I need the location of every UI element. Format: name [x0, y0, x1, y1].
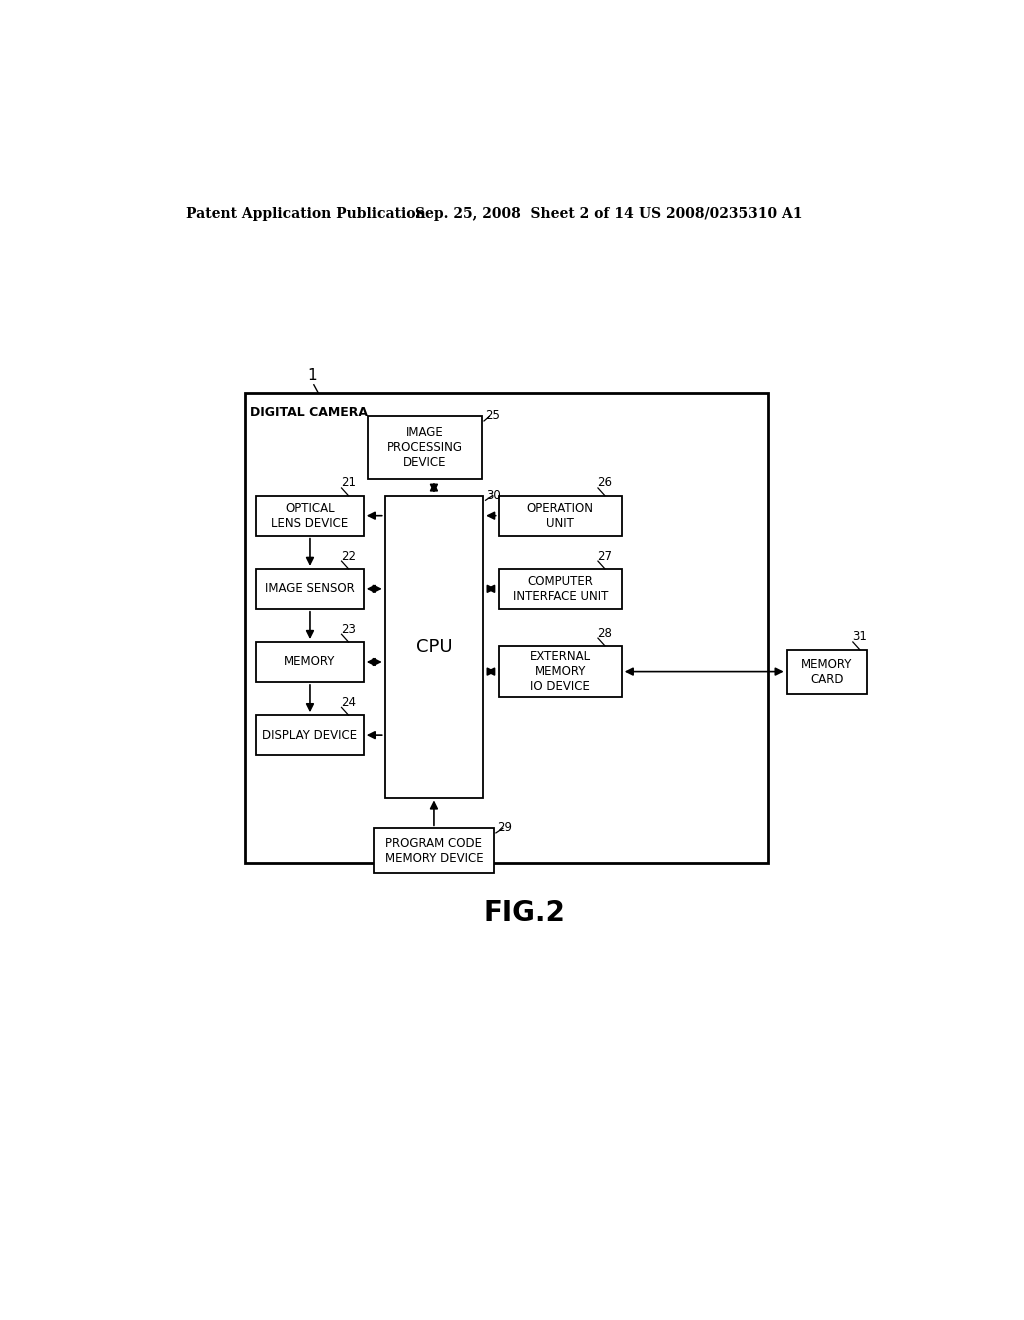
Bar	[499, 496, 622, 536]
Bar	[245, 393, 768, 863]
Text: IMAGE
PROCESSING
DEVICE: IMAGE PROCESSING DEVICE	[387, 426, 463, 470]
Text: 31: 31	[852, 631, 867, 643]
Text: 25: 25	[484, 409, 500, 422]
Bar	[256, 496, 364, 536]
Text: IMAGE SENSOR: IMAGE SENSOR	[265, 582, 355, 595]
Bar	[786, 649, 867, 693]
Text: 21: 21	[341, 477, 355, 490]
Text: EXTERNAL
MEMORY
IO DEVICE: EXTERNAL MEMORY IO DEVICE	[529, 651, 591, 693]
Text: PROGRAM CODE
MEMORY DEVICE: PROGRAM CODE MEMORY DEVICE	[385, 837, 483, 865]
Text: US 2008/0235310 A1: US 2008/0235310 A1	[639, 207, 802, 220]
Bar	[499, 569, 622, 609]
Text: 24: 24	[341, 696, 355, 709]
Bar	[499, 645, 622, 697]
Text: 23: 23	[341, 623, 355, 636]
Text: MEMORY
CARD: MEMORY CARD	[802, 657, 853, 685]
Text: DISPLAY DEVICE: DISPLAY DEVICE	[262, 729, 357, 742]
Bar	[256, 642, 364, 682]
Text: 26: 26	[597, 477, 612, 490]
Text: DIGITAL CAMERA: DIGITAL CAMERA	[250, 405, 368, 418]
Text: OPTICAL
LENS DEVICE: OPTICAL LENS DEVICE	[271, 502, 348, 529]
Text: Patent Application Publication: Patent Application Publication	[186, 207, 426, 220]
Bar	[256, 715, 364, 755]
Text: 29: 29	[497, 821, 512, 834]
Text: MEMORY: MEMORY	[285, 656, 336, 668]
Bar	[385, 496, 483, 797]
Text: OPERATION
UNIT: OPERATION UNIT	[526, 502, 594, 529]
Text: 27: 27	[597, 549, 612, 562]
Bar	[368, 416, 481, 479]
Text: COMPUTER
INTERFACE UNIT: COMPUTER INTERFACE UNIT	[513, 574, 608, 603]
Bar	[374, 829, 494, 873]
Text: 22: 22	[341, 549, 355, 562]
Text: 1: 1	[307, 368, 317, 383]
Bar	[256, 569, 364, 609]
Text: 28: 28	[597, 627, 612, 640]
Text: CPU: CPU	[416, 638, 453, 656]
Text: Sep. 25, 2008  Sheet 2 of 14: Sep. 25, 2008 Sheet 2 of 14	[416, 207, 634, 220]
Text: 30: 30	[486, 488, 501, 502]
Text: FIG.2: FIG.2	[484, 899, 565, 927]
